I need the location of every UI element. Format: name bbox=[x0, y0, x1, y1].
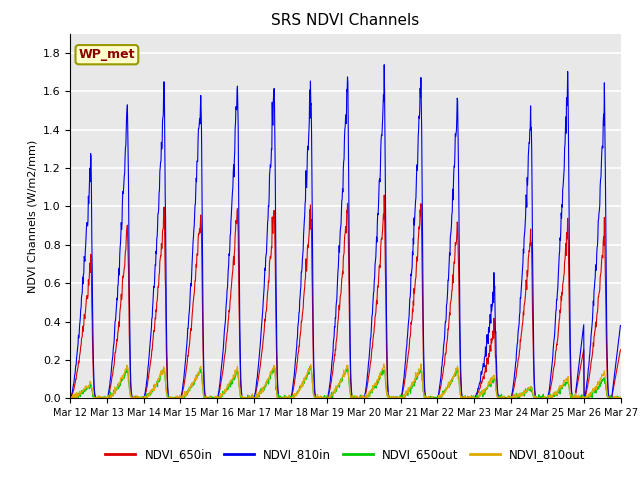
NDVI_810out bbox=[552, 393, 559, 398]
NDVI_810out bbox=[431, 396, 439, 401]
Line: NDVI_810out: NDVI_810out bbox=[70, 364, 620, 398]
NDVI_650out bbox=[175, 396, 183, 401]
NDVI_810in bbox=[431, 395, 439, 401]
Legend: NDVI_650in, NDVI_810in, NDVI_650out, NDVI_810out: NDVI_650in, NDVI_810in, NDVI_650out, NDV… bbox=[100, 443, 591, 466]
NDVI_810out bbox=[417, 361, 425, 367]
NDVI_650in bbox=[504, 396, 511, 401]
NDVI_810in bbox=[552, 309, 559, 314]
NDVI_810in bbox=[251, 393, 259, 398]
NDVI_810in bbox=[176, 396, 184, 401]
NDVI_650in bbox=[93, 396, 100, 401]
NDVI_650out bbox=[616, 396, 624, 401]
NDVI_810in bbox=[93, 396, 100, 401]
Y-axis label: NDVI Channels (W/m2/mm): NDVI Channels (W/m2/mm) bbox=[28, 139, 37, 293]
NDVI_650in bbox=[616, 347, 624, 353]
NDVI_810in bbox=[616, 323, 624, 328]
NDVI_810out bbox=[67, 396, 74, 401]
NDVI_650in bbox=[431, 396, 439, 401]
NDVI_650out bbox=[431, 395, 439, 401]
NDVI_650in bbox=[552, 348, 559, 353]
Line: NDVI_810in: NDVI_810in bbox=[70, 65, 620, 398]
NDVI_810in bbox=[67, 395, 74, 400]
NDVI_810in bbox=[189, 239, 197, 244]
NDVI_650out bbox=[189, 381, 196, 387]
NDVI_650out bbox=[503, 396, 511, 401]
NDVI_650in bbox=[176, 396, 184, 401]
NDVI_810out bbox=[616, 394, 624, 400]
NDVI_810in bbox=[504, 395, 511, 401]
NDVI_650out bbox=[67, 396, 74, 401]
NDVI_650in bbox=[67, 395, 74, 401]
NDVI_650out bbox=[552, 390, 559, 396]
NDVI_810in bbox=[380, 62, 388, 68]
NDVI_810out bbox=[68, 396, 76, 401]
NDVI_810out bbox=[504, 394, 511, 400]
NDVI_650out bbox=[306, 364, 314, 370]
NDVI_810out bbox=[251, 396, 259, 401]
Line: NDVI_650in: NDVI_650in bbox=[70, 195, 620, 398]
Title: SRS NDVI Channels: SRS NDVI Channels bbox=[271, 13, 420, 28]
Line: NDVI_650out: NDVI_650out bbox=[70, 367, 620, 398]
Text: WP_met: WP_met bbox=[79, 48, 135, 61]
NDVI_650in bbox=[380, 192, 388, 198]
NDVI_650in bbox=[251, 394, 259, 399]
NDVI_650in bbox=[189, 300, 197, 306]
NDVI_810out bbox=[189, 380, 197, 386]
NDVI_650out bbox=[250, 396, 258, 401]
NDVI_810out bbox=[176, 392, 184, 398]
